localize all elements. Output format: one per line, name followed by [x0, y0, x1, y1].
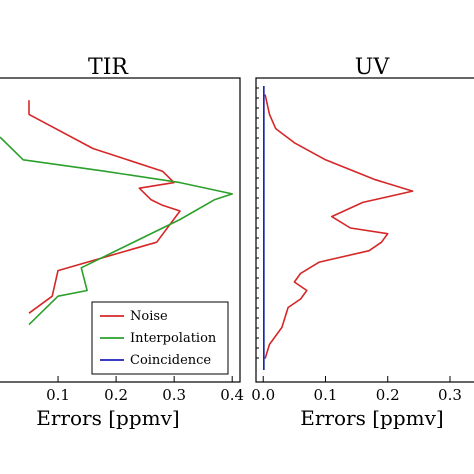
uv-x-tick-label: 0.3: [438, 386, 462, 404]
uv-x-tick-label: 0.2: [376, 386, 400, 404]
tir-title: TIR: [88, 55, 129, 80]
uv-series-noise: [264, 94, 414, 359]
uv-x-tick-label: 0.0: [251, 386, 275, 404]
legend-label-noise: Noise: [130, 309, 168, 324]
uv-x-axis-label: Errors [ppmv]: [300, 406, 443, 430]
tir-x-tick-label: 0.2: [104, 386, 128, 404]
tir-series-group: [0, 100, 233, 326]
tir-series-interpolation: [0, 136, 233, 326]
uv-x-ticks: 0.0 0.1 0.2 0.3: [251, 376, 462, 404]
tir-x-tick-label: 0.1: [46, 386, 70, 404]
legend-label-coincidence: Coincidence: [130, 353, 211, 368]
legend: Noise Interpolation Coincidence: [91, 301, 229, 375]
tir-series-noise: [28, 100, 181, 314]
uv-title: UV: [355, 55, 391, 80]
uv-series-group: [262, 86, 414, 370]
uv-y-minor-ticks: [256, 87, 259, 359]
tir-x-axis-label: Errors [ppmv]: [36, 406, 179, 430]
uv-x-tick-label: 0.1: [314, 386, 338, 404]
tir-x-ticks: 0.1 0.2 0.3 0.4: [46, 376, 244, 404]
uv-panel: UV 0.0 0.1 0.2 0.3 Errors [ppmv]: [251, 55, 474, 430]
tir-panel: TIR 0.1 0.2 0.3 0.4 Errors [ppmv] Noise Int…: [0, 55, 244, 430]
tir-plot-frame: [0, 77, 241, 383]
uv-plot-frame: [255, 77, 474, 383]
tir-x-tick-label: 0.3: [162, 386, 186, 404]
tir-x-tick-label: 0.4: [220, 386, 244, 404]
legend-label-interpolation: Interpolation: [130, 331, 217, 346]
